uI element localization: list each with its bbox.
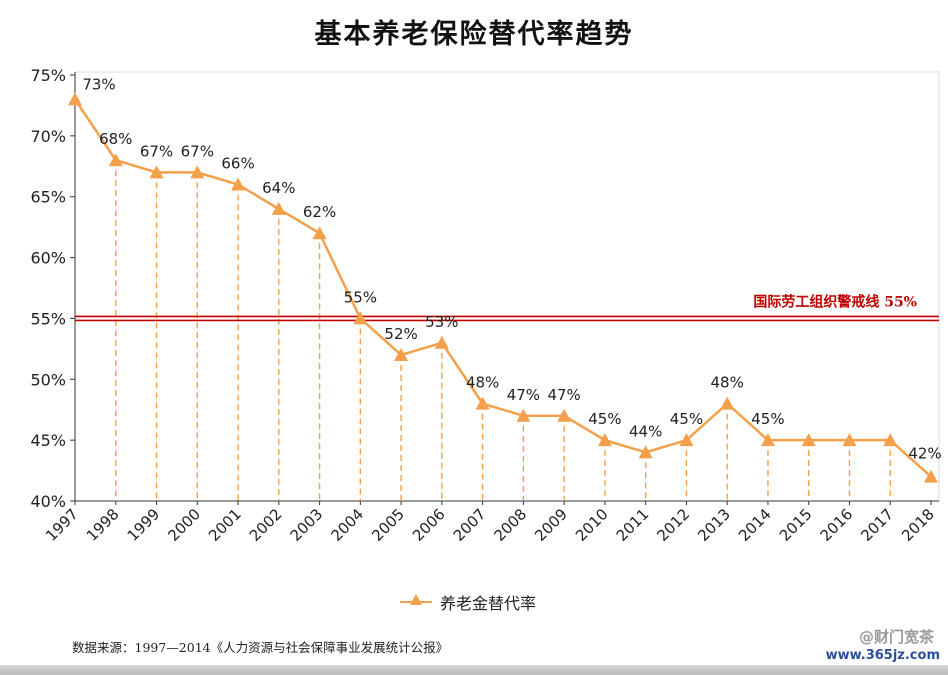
data-label: 44% — [629, 422, 662, 440]
x-tick-label: 1998 — [83, 505, 123, 545]
watermark-url: www.365jz.com — [825, 648, 940, 663]
data-point-marker — [924, 469, 938, 483]
data-label: 45% — [670, 410, 703, 428]
data-label: 48% — [466, 374, 499, 392]
x-tick-label: 2002 — [246, 505, 286, 545]
x-tick-label: 2017 — [857, 505, 897, 545]
legend: 养老金替代率 — [400, 590, 536, 614]
data-label: 45% — [588, 410, 621, 428]
y-tick-label: 45% — [30, 431, 66, 450]
data-label: 47% — [547, 386, 580, 404]
data-point-marker — [271, 201, 286, 215]
data-label: 47% — [507, 386, 540, 404]
data-point-marker — [597, 433, 612, 447]
x-tick-label: 2011 — [613, 505, 653, 545]
data-point-marker — [720, 396, 735, 410]
data-label: 64% — [262, 179, 295, 197]
data-point-marker — [557, 408, 572, 422]
x-tick-label: 2008 — [490, 505, 530, 545]
legend-swatch — [400, 594, 432, 605]
x-tick-label: 2013 — [694, 505, 734, 545]
x-tick-label: 2003 — [287, 505, 327, 545]
data-point-marker — [475, 396, 490, 410]
x-tick-label: 2009 — [531, 505, 571, 545]
data-point-marker — [801, 433, 816, 447]
x-tick-label: 2018 — [898, 505, 938, 545]
source-note: 数据来源：1997—2014《人力资源与社会保障事业发展统计公报》 — [72, 640, 449, 655]
data-label: 53% — [425, 313, 458, 331]
data-label: 73% — [82, 75, 115, 93]
data-label: 45% — [751, 410, 784, 428]
x-tick-label: 2001 — [205, 505, 245, 545]
x-tick-label: 2006 — [409, 505, 449, 545]
watermark-text: @财门宽茶 — [858, 628, 934, 646]
data-point-marker — [679, 433, 694, 447]
data-point-marker — [68, 92, 82, 106]
data-label: 68% — [99, 130, 132, 148]
data-point-marker — [842, 433, 857, 447]
data-point-marker — [394, 347, 409, 361]
y-tick-label: 55% — [30, 309, 66, 328]
chart-title: 基本养老保险替代率趋势 — [314, 19, 634, 50]
data-point-marker — [312, 226, 327, 240]
y-tick-label: 65% — [30, 188, 66, 207]
data-label: 48% — [711, 374, 744, 392]
data-label: 67% — [181, 142, 214, 160]
data-point-marker — [883, 433, 898, 447]
data-point-marker — [190, 165, 205, 179]
data-label: 67% — [140, 142, 173, 160]
data-label: 55% — [344, 288, 377, 306]
data-point-marker — [434, 335, 449, 349]
footer-bar — [0, 665, 948, 675]
x-tick-label: 2010 — [572, 505, 612, 545]
x-tick-label: 2005 — [368, 505, 408, 545]
x-tick-label: 2016 — [817, 505, 857, 545]
data-point-marker — [516, 408, 531, 422]
reference-line-label: 国际劳工组织警戒线 55% — [753, 293, 917, 310]
x-tick-label: 2015 — [776, 505, 816, 545]
data-point-marker — [638, 445, 653, 459]
x-tick-label: 1997 — [42, 505, 82, 545]
data-point-marker — [231, 177, 246, 191]
legend-triangle-icon — [410, 594, 422, 605]
y-tick-label: 40% — [30, 492, 66, 511]
x-tick-label: 2012 — [654, 505, 694, 545]
legend-label: 养老金替代率 — [440, 594, 537, 613]
x-tick-label: 2004 — [327, 505, 367, 545]
x-tick-label: 1999 — [124, 505, 164, 545]
data-point-marker — [149, 165, 164, 179]
y-tick-label: 50% — [30, 370, 66, 389]
series-line — [73, 98, 932, 478]
data-label: 42% — [908, 445, 941, 463]
y-tick-label: 70% — [30, 127, 66, 146]
y-tick-label: 60% — [30, 249, 66, 268]
data-point-marker — [760, 433, 775, 447]
data-label: 66% — [221, 155, 254, 173]
x-tick-label: 2007 — [450, 505, 490, 545]
data-point-marker — [108, 153, 123, 167]
y-tick-label: 75% — [30, 66, 66, 85]
data-label: 52% — [384, 325, 417, 343]
x-tick-label: 2014 — [735, 505, 775, 545]
data-label: 62% — [303, 203, 336, 221]
x-tick-label: 2000 — [164, 505, 204, 545]
data-point-marker — [353, 311, 368, 325]
